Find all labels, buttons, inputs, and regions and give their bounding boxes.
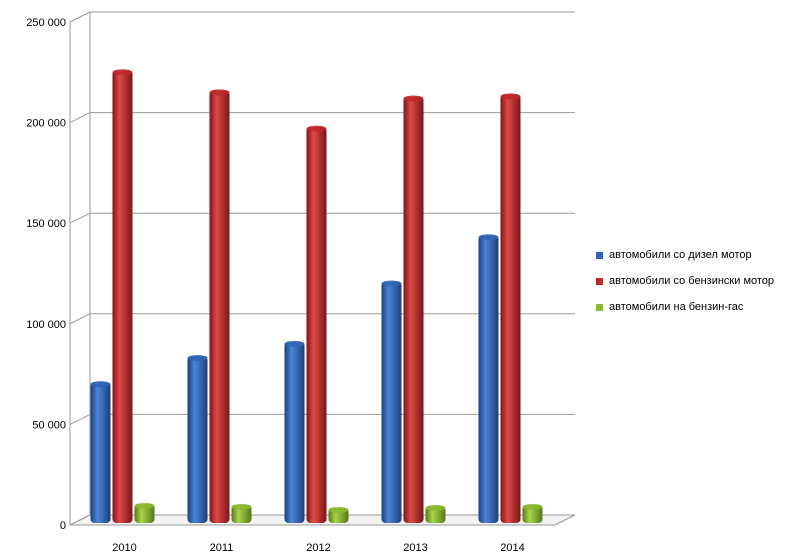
bar: [500, 94, 521, 523]
y-tick-label: 200 000: [26, 118, 66, 130]
bar: [381, 281, 402, 523]
bar-cap: [231, 503, 252, 510]
gridline-depth: [69, 212, 91, 224]
legend-swatch-petrol: [596, 277, 603, 285]
gridlines: [69, 11, 575, 526]
y-tick-label: 250 000: [26, 17, 66, 29]
gridline-depth: [69, 112, 91, 124]
legend-label-diesel: автомобили со дизел мотор: [609, 249, 752, 261]
x-tick-label: 2014: [500, 542, 524, 554]
bars: [90, 69, 543, 524]
bar: [284, 341, 305, 523]
bar-cap: [187, 354, 208, 361]
bar-cap: [478, 234, 499, 241]
x-tick-label: 2010: [112, 542, 136, 554]
y-tick-label: 50 000: [32, 419, 66, 431]
gridline-depth: [69, 413, 91, 425]
bar-cap: [500, 93, 521, 100]
bar: [134, 503, 155, 523]
bar-cap: [112, 69, 133, 76]
bar-cap: [90, 381, 111, 388]
bar-cap: [522, 503, 543, 510]
x-tick-label: 2012: [306, 542, 330, 554]
gridline-depth: [69, 313, 91, 325]
bar: [403, 96, 424, 523]
legend-item-petrol: автомобили со бензински мотор: [596, 272, 796, 290]
bar: [187, 355, 208, 523]
bar-cap: [284, 340, 305, 347]
bar-cap: [425, 504, 446, 511]
legend-label-lpg: автомобили на бензин-гас: [609, 301, 744, 313]
tick-labels: 0 50 000 100 000 150 000 200 000 250 000 2010 2…: [26, 17, 525, 554]
bar: [306, 126, 327, 524]
bar: [209, 90, 230, 524]
legend-label-petrol: автомобили со бензински мотор: [609, 275, 775, 287]
y-tick-label: 0: [60, 520, 66, 532]
legend-swatch-lpg: [596, 303, 603, 311]
legend-swatch-diesel: [596, 251, 603, 259]
bar-cap: [209, 89, 230, 96]
x-tick-label: 2011: [210, 542, 234, 554]
legend: автомобили со дизел мотор автомобили со …: [596, 246, 796, 324]
bar-cap: [134, 502, 155, 509]
bar: [478, 235, 499, 523]
bar: [90, 382, 111, 523]
y-tick-label: 100 000: [26, 319, 66, 331]
bar-cap: [381, 280, 402, 287]
bar-cap: [328, 506, 349, 513]
y-tick-label: 150 000: [26, 218, 66, 230]
bar-cap: [403, 95, 424, 102]
x-tick-label: 2013: [403, 542, 427, 554]
legend-item-diesel: автомобили со дизел мотор: [596, 246, 796, 264]
legend-item-lpg: автомобили на бензин-гас: [596, 298, 796, 316]
bar-cap: [306, 125, 327, 132]
bar: [112, 70, 133, 524]
gridline-depth: [69, 11, 91, 23]
